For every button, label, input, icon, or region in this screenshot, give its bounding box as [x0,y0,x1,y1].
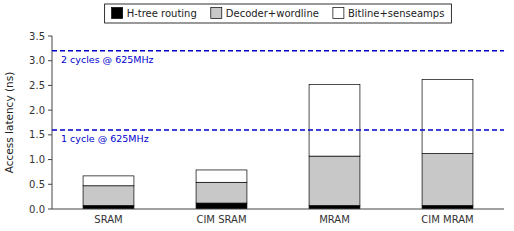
y-tick [48,36,52,37]
annotation: 1 cycle @ 625MHz [61,133,149,144]
y-tick [48,159,52,160]
y-tick-label: 3.5 [29,31,45,42]
y-tick-label: 0.5 [29,179,45,190]
y-tick [48,60,52,61]
annotation: 2 cycles @ 625MHz [61,54,154,65]
y-axis-label: Access latency (ns) [3,72,15,174]
y-tick-label: 2.5 [29,80,45,91]
bar-segment [422,206,473,209]
y-axis: 0.0 0.5 1.0 1.5 2.0 2.5 3.0 3.5 [29,31,52,215]
y-tick-label: 2.0 [29,105,45,116]
legend-label: Decoder+wordline [226,8,319,19]
y-tick-label: 3.0 [29,55,45,66]
bar-segment [309,84,360,156]
bar-segment [422,79,473,153]
y-tick-label: 1.5 [29,129,45,140]
legend-item: Decoder+wordline [211,8,319,20]
legend-swatch [333,8,344,19]
y-tick [48,110,52,111]
bar-segment [83,186,134,206]
x-axis-line [52,209,504,210]
bar-segment [422,154,473,206]
x-tick-label: CIM SRAM [196,214,246,225]
bar-segment [83,206,134,209]
bars [52,51,504,209]
chart: 0.0 0.5 1.0 1.5 2.0 2.5 3.0 3.5 Access latency (… [0,0,514,231]
legend-swatch [211,8,222,19]
bar-segment [83,176,134,186]
legend: H-tree routing Decoder+wordline Bitline+se… [112,8,445,20]
x-tick-label: SRAM [94,214,122,225]
reference-line [52,129,504,131]
y-tick [48,209,52,210]
y-tick-label: 0.0 [29,204,45,215]
bar-segment [196,182,247,203]
y-tick [48,134,52,135]
legend-item: Bitline+senseamps [333,8,444,20]
y-tick-label: 1.0 [29,154,45,165]
legend-frame [105,4,452,23]
bar-segment [196,170,247,182]
y-axis-line [52,36,53,209]
y-tick [48,184,52,185]
legend-item: H-tree routing [112,8,197,20]
x-tick-label: MRAM [319,214,350,225]
bar-segment [196,203,247,209]
legend-swatch [112,8,123,19]
bar-segment [309,156,360,205]
legend-label: H-tree routing [127,8,197,19]
x-tick-label: CIM MRAM [421,214,473,225]
reference-line [52,50,504,52]
legend-label: Bitline+senseamps [348,8,444,19]
y-tick [48,85,52,86]
bar-segment [309,206,360,209]
